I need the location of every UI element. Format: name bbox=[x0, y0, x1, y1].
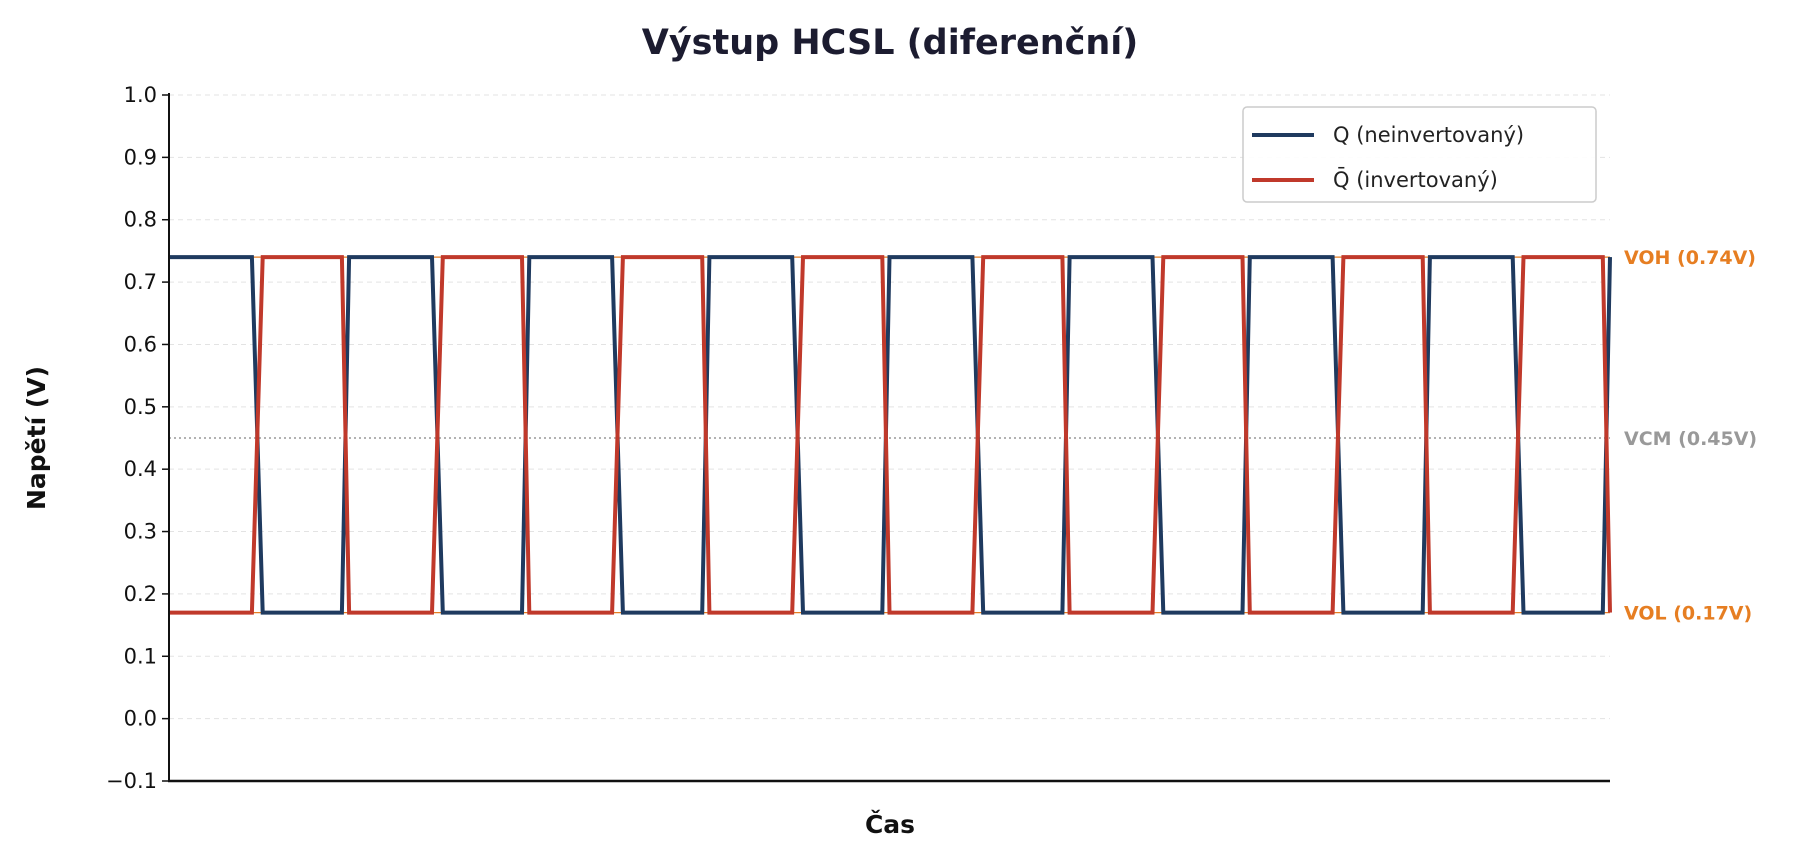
y-tick-label: 0.2 bbox=[124, 582, 157, 606]
legend-label-qbar: Q̄ (invertovaný) bbox=[1333, 167, 1498, 192]
y-tick-label: 0.5 bbox=[124, 395, 157, 419]
x-axis-label: Čas bbox=[865, 809, 915, 839]
y-ticks: −0.1 0.0 0.1 0.2 0.3 0.4 0.5 0.6 0.7 0.8 0.9 1.0 bbox=[106, 83, 169, 793]
y-tick-label: 0.0 bbox=[124, 707, 157, 731]
legend-box bbox=[1242, 106, 1597, 203]
y-tick-label: −0.1 bbox=[106, 769, 157, 793]
y-tick-label: 1.0 bbox=[124, 83, 157, 107]
reference-label: VCM (0.45V) bbox=[1624, 428, 1757, 450]
axes bbox=[168, 93, 1610, 783]
y-tick-label: 0.3 bbox=[124, 520, 157, 544]
y-axis-label: Napětí (V) bbox=[22, 366, 51, 510]
y-tick-label: 0.8 bbox=[124, 208, 157, 232]
reference-label: VOH (0.74V) bbox=[1624, 247, 1756, 269]
y-tick-label: 0.1 bbox=[124, 644, 157, 668]
y-tick-label: 0.7 bbox=[124, 270, 157, 294]
reference-label: VOL (0.17V) bbox=[1624, 603, 1752, 625]
y-tick-label: 0.9 bbox=[124, 145, 157, 169]
series-line-qbar bbox=[169, 255, 1612, 615]
chart-title: Výstup HCSL (diferenční) bbox=[642, 23, 1139, 63]
y-tick-label: 0.4 bbox=[124, 457, 157, 481]
series-line-q bbox=[169, 255, 1612, 615]
legend-label-q: Q (neinvertovaný) bbox=[1333, 123, 1524, 147]
series-lines bbox=[169, 255, 1612, 615]
legend: Q (neinvertovaný) Q̄ (invertovaný) bbox=[1242, 106, 1597, 203]
y-tick-label: 0.6 bbox=[124, 332, 157, 356]
